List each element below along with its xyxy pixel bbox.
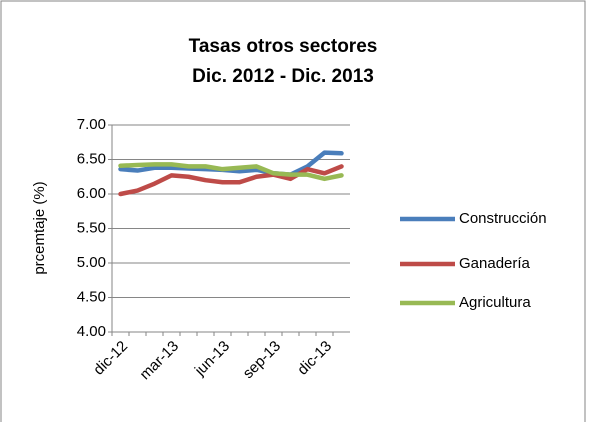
series-line bbox=[118, 162, 344, 182]
y-tick-label: 5.00 bbox=[77, 254, 106, 271]
chart-title: Tasas otros sectores bbox=[189, 36, 378, 57]
series-line bbox=[118, 164, 344, 197]
y-tick-label: 6.00 bbox=[77, 185, 106, 202]
y-tick-label: 5.50 bbox=[77, 219, 106, 236]
legend-label: Construcción bbox=[459, 210, 547, 227]
y-tick-label: 4.50 bbox=[77, 288, 106, 305]
chart-subtitle: Dic. 2012 - Dic. 2013 bbox=[192, 66, 374, 87]
y-axis-title: prcemtaje (%) bbox=[31, 181, 48, 274]
legend-label: Agricultura bbox=[459, 294, 531, 311]
legend-label: Ganadería bbox=[459, 255, 531, 272]
y-tick-label: 6.50 bbox=[77, 150, 106, 167]
y-tick-label: 4.00 bbox=[77, 323, 106, 340]
y-tick-label: 7.00 bbox=[77, 116, 106, 133]
